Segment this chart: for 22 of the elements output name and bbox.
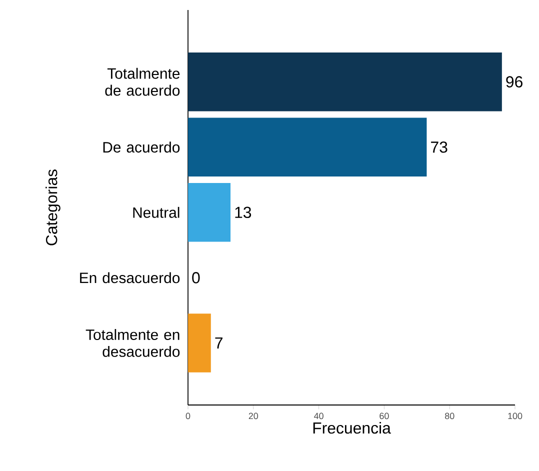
data-label: 7 — [215, 337, 222, 348]
y-tick-label: En desacuerdo — [80, 272, 180, 284]
bar — [188, 314, 211, 372]
x-axis-title: Frecuencia — [313, 422, 391, 434]
y-tick-label: Totalmente de acuerdo — [105, 68, 180, 96]
x-tick-label: 60 — [380, 412, 389, 420]
x-tick-label: 100 — [508, 412, 522, 420]
y-axis-title: Categorias — [46, 170, 60, 246]
x-tick-label: 20 — [248, 412, 258, 420]
data-label: 73 — [431, 141, 448, 153]
y-tick-label: Totalmente en desacuerdo — [86, 329, 180, 357]
x-tick-label: 40 — [314, 412, 324, 420]
x-tick-label: 0 — [186, 412, 190, 420]
bar — [188, 183, 231, 242]
y-tick-label: Neutral — [133, 206, 180, 218]
x-tick-label: 80 — [445, 412, 454, 420]
data-label: 13 — [235, 206, 252, 218]
y-tick-label: De acuerdo — [103, 142, 180, 153]
data-label: 96 — [506, 76, 522, 88]
bar — [188, 52, 502, 112]
bar — [188, 118, 427, 176]
data-label: 0 — [192, 272, 200, 284]
